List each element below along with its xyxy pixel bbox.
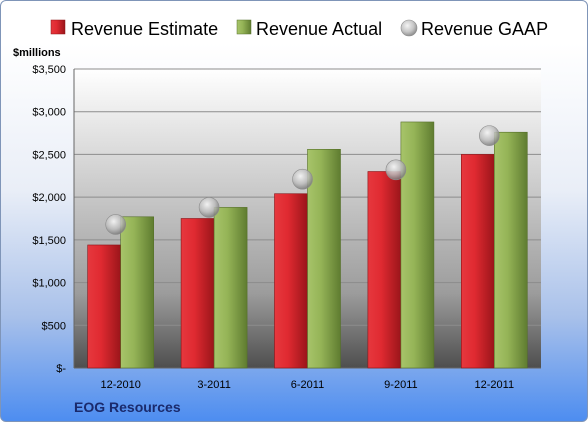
legend-label-actual: Revenue Actual [256,19,382,39]
legend-swatch-estimate [50,19,66,35]
x-tick-label: 12-2011 [475,379,515,391]
x-tick-label: 3-2011 [197,379,230,391]
y-tick-label: $1,500 [32,235,66,247]
y-tick-label: $3,000 [32,107,66,119]
company-name: EOG Resources [74,399,181,415]
bar-actual [213,207,248,369]
bar-estimate [274,193,308,369]
legend: Revenue Estimate Revenue Actual Revenue … [50,19,548,39]
bar-estimate [460,154,495,369]
bar-actual [400,121,435,369]
bar-estimate [87,244,121,369]
y-tick-label: $1,000 [32,278,66,290]
gaap-marker [198,197,220,218]
legend-item-gaap: Revenue GAAP [400,19,548,39]
bars [87,121,528,369]
legend-swatch-actual [236,19,252,35]
x-tick-label: 6-2011 [291,379,324,391]
x-axis-ticks: 12-2010 3-2011 6-2011 9-2011 12-2011 [101,379,515,391]
bar-estimate [367,171,402,369]
bar-actual [307,149,341,369]
legend-label-estimate: Revenue Estimate [71,19,218,39]
y-tick-label: $2,500 [32,149,66,161]
y-tick-label: $3,500 [32,64,66,76]
gaap-marker [478,125,500,146]
bar-estimate [180,218,215,369]
legend-marker-gaap [400,19,418,37]
y-axis-unit-label: $millions [13,47,61,59]
x-tick-label: 9-2011 [384,379,417,391]
gaap-markers [105,125,500,235]
y-tick-label: $2,000 [32,192,66,204]
y-tick-label: $500 [42,320,66,332]
x-tick-label: 12-2010 [101,379,141,391]
bar-actual [120,216,154,369]
legend-item-estimate: Revenue Estimate [50,19,218,39]
gaap-marker [292,168,313,190]
gaap-marker [105,214,126,235]
gaap-marker [385,159,407,181]
legend-label-gaap: Revenue GAAP [421,19,548,39]
y-tick-label: $- [56,363,66,375]
legend-item-actual: Revenue Actual [236,19,382,39]
bar-actual [493,131,528,369]
